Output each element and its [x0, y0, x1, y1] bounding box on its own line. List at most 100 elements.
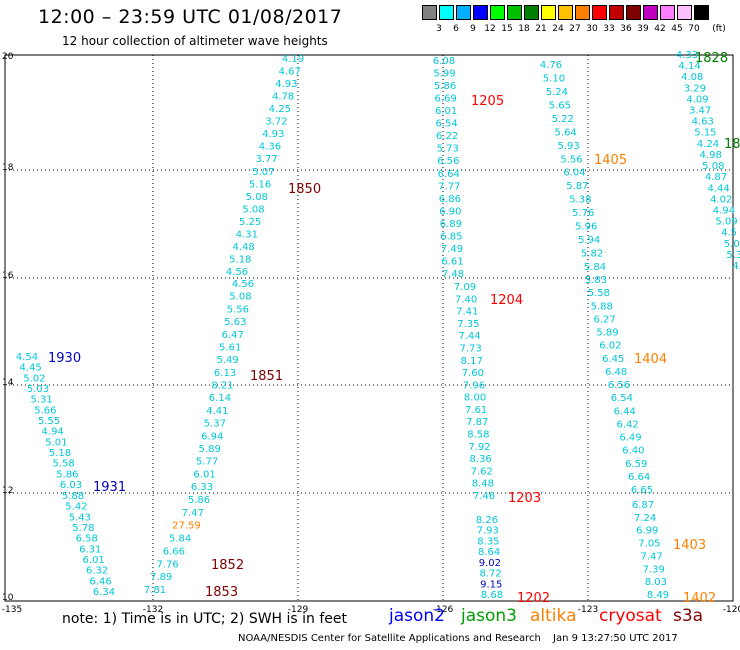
legend-swatch: [541, 5, 556, 20]
swh-value: 9.15: [480, 579, 502, 590]
swh-value: 5.77: [196, 457, 218, 468]
x-tick-label: -132: [143, 605, 163, 615]
legend-label: 45: [671, 24, 683, 34]
swh-value: 8.48: [472, 479, 494, 490]
y-tick-label: 20: [2, 52, 14, 62]
x-tick-label: -135: [2, 605, 22, 615]
y-tick-label: 18: [2, 163, 14, 173]
track-id-label: 1405: [594, 153, 627, 168]
track-id-label: 1852: [211, 558, 244, 573]
swh-value: 5.63: [224, 317, 246, 328]
swh-value: 5.73: [437, 144, 459, 155]
legend-label: 39: [637, 24, 649, 34]
swh-value: 4.94: [713, 205, 735, 216]
swh-value: 7.24: [634, 513, 656, 524]
swh-value: 7.81: [144, 585, 166, 596]
legend-label: 12: [484, 24, 496, 34]
swh-value: 8.00: [464, 393, 486, 404]
swh-value: 6.66: [163, 546, 185, 557]
swh-value: 6.86: [439, 194, 461, 205]
swh-value: 5.61: [219, 342, 241, 353]
swh-value: 7.60: [462, 368, 484, 379]
legend-label: 18: [518, 24, 530, 34]
swh-value: 5.58: [588, 288, 610, 299]
legend-swatch: [592, 5, 607, 20]
satellite-altika: altika: [530, 606, 577, 626]
swh-value: 4.31: [236, 229, 258, 240]
swh-value: 5.01: [45, 437, 67, 448]
swh-value: 6.69: [434, 94, 456, 105]
swh-value: 5.22: [552, 114, 574, 125]
swh-value: 6.42: [616, 419, 638, 430]
track-id-label: 1402: [683, 591, 716, 606]
swh-value: 6.56: [437, 156, 459, 167]
satellite-s3a: s3a: [673, 606, 704, 626]
swh-value: 6.14: [209, 393, 231, 404]
swh-value: 5.37: [204, 419, 226, 430]
swh-value: 6.59: [625, 459, 647, 470]
swh-value: 5.31: [31, 395, 53, 406]
legend-unit: (ft): [712, 24, 726, 34]
swh-value: 7.46: [473, 491, 495, 502]
swh-value: 5.18: [229, 254, 251, 265]
swh-value: 6.89: [440, 219, 462, 230]
track-id-label: 1204: [490, 293, 523, 308]
legend-label: 30: [586, 24, 598, 34]
x-tick-label: -120: [723, 605, 740, 615]
swh-value: 5.16: [249, 179, 271, 190]
x-tick-label: -129: [288, 605, 309, 615]
swh-value: 4.78: [272, 92, 294, 103]
x-tick-label: -126: [433, 605, 454, 615]
swh-value: 4.87: [705, 172, 727, 183]
swh-value: 6.56: [608, 380, 630, 391]
legend-swatch: [490, 5, 505, 20]
legend-swatch: [558, 5, 573, 20]
swh-value: 5.64: [555, 127, 577, 138]
swh-value: 4.19: [282, 54, 304, 65]
swh-value: 5.24: [546, 87, 568, 98]
swh-value: 6.46: [89, 576, 111, 587]
swh-value: 4.36: [259, 142, 281, 153]
swh-value: 5.02: [23, 373, 45, 384]
track-id-label: 1202: [517, 591, 550, 606]
swh-value: 8.03: [645, 577, 667, 588]
swh-value: 4.63: [692, 117, 714, 128]
swh-value: 6.61: [441, 256, 463, 267]
legend-label: 27: [569, 24, 581, 34]
swh-value: 6.99: [636, 526, 658, 537]
swh-value: 7.44: [458, 331, 480, 342]
swh-value: 5.65: [549, 100, 571, 111]
swh-value: 4.67: [279, 67, 301, 78]
swh-value: 4.56: [226, 267, 248, 278]
swh-value: 4.76: [540, 60, 562, 71]
swh-value: 6.08: [433, 56, 455, 67]
swh-value: 5.94: [578, 235, 600, 246]
legend-label: 24: [552, 24, 564, 34]
swh-value: 4.93: [262, 129, 284, 140]
legend-swatch: [660, 5, 675, 20]
swh-value: 6.04: [563, 168, 585, 179]
swh-value: 5.10: [543, 73, 565, 84]
legend-swatch: [524, 5, 539, 20]
y-tick-label: 14: [2, 378, 14, 388]
swh-value: 6.94: [201, 431, 223, 442]
legend-swatch: [422, 5, 437, 20]
swh-value: 7.47: [182, 508, 204, 519]
swh-value: 4.5: [721, 228, 737, 239]
legend-swatch: [473, 5, 488, 20]
swh-value: 5.08: [229, 292, 251, 303]
swh-value: 6.58: [76, 534, 98, 545]
y-tick-label: 10: [2, 593, 14, 603]
swh-value: 6.01: [83, 555, 105, 566]
legend-swatch: [643, 5, 658, 20]
swh-value: 7.49: [441, 244, 463, 255]
swh-value: 5.38: [569, 195, 591, 206]
swh-value: 7.35: [457, 319, 479, 330]
swh-value: 7.40: [455, 294, 477, 305]
swh-value: 5.15: [694, 128, 716, 139]
map-subtitle: 12 hour collection of altimeter wave hei…: [62, 34, 328, 48]
swh-value: 8.49: [647, 590, 669, 601]
swh-value: 6.40: [622, 446, 644, 457]
track-id-label: 1404: [634, 352, 667, 367]
swh-value: 6.64: [628, 472, 650, 483]
